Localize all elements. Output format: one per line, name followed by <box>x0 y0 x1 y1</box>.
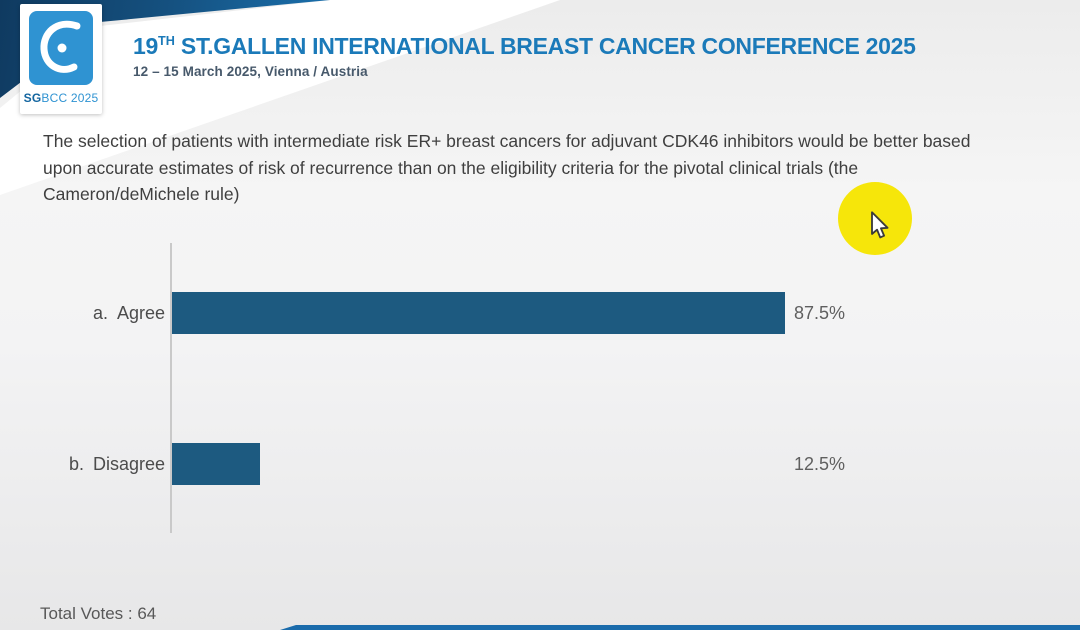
footer-blue-band <box>280 625 1080 630</box>
conference-subtitle: 12 – 15 March 2025, Vienna / Austria <box>133 64 368 79</box>
bar-disagree <box>172 443 260 485</box>
header-title-block: 19TH ST.GALLEN INTERNATIONAL BREAST CANC… <box>133 33 916 79</box>
title-ordinal: TH <box>157 34 175 48</box>
title-text: ST.GALLEN INTERNATIONAL BREAST CANCER CO… <box>174 33 916 59</box>
total-votes-label: Total Votes : 64 <box>40 604 157 623</box>
mouse-cursor-icon <box>871 211 889 239</box>
category-text-agree: Agree <box>116 303 165 323</box>
bar-agree <box>172 292 785 334</box>
category-label-agree: a. Agree <box>40 292 165 334</box>
logo-caption-rest: BCC 2025 <box>41 91 99 105</box>
conference-title: 19TH ST.GALLEN INTERNATIONAL BREAST CANC… <box>133 33 916 60</box>
sgbcc-logo-card: SGBCC 2025 <box>20 4 102 114</box>
value-label-agree: 87.5% <box>794 303 846 323</box>
category-label-disagree: b. Disagree <box>40 443 165 485</box>
y-axis-line <box>170 243 172 533</box>
title-number: 19 <box>133 33 158 59</box>
category-text-disagree: Disagree <box>92 454 165 474</box>
category-key-disagree: b. <box>68 454 84 474</box>
category-key-agree: a. <box>92 303 108 323</box>
breast-symbol-icon <box>40 20 81 73</box>
poll-question: The selection of patients with intermedi… <box>43 131 971 204</box>
logo-caption-sg: SG <box>23 91 42 105</box>
logo-caption: SGBCC 2025 <box>24 91 99 105</box>
sgbcc-logo-icon <box>29 11 93 85</box>
value-label-disagree: 12.5% <box>794 454 846 474</box>
